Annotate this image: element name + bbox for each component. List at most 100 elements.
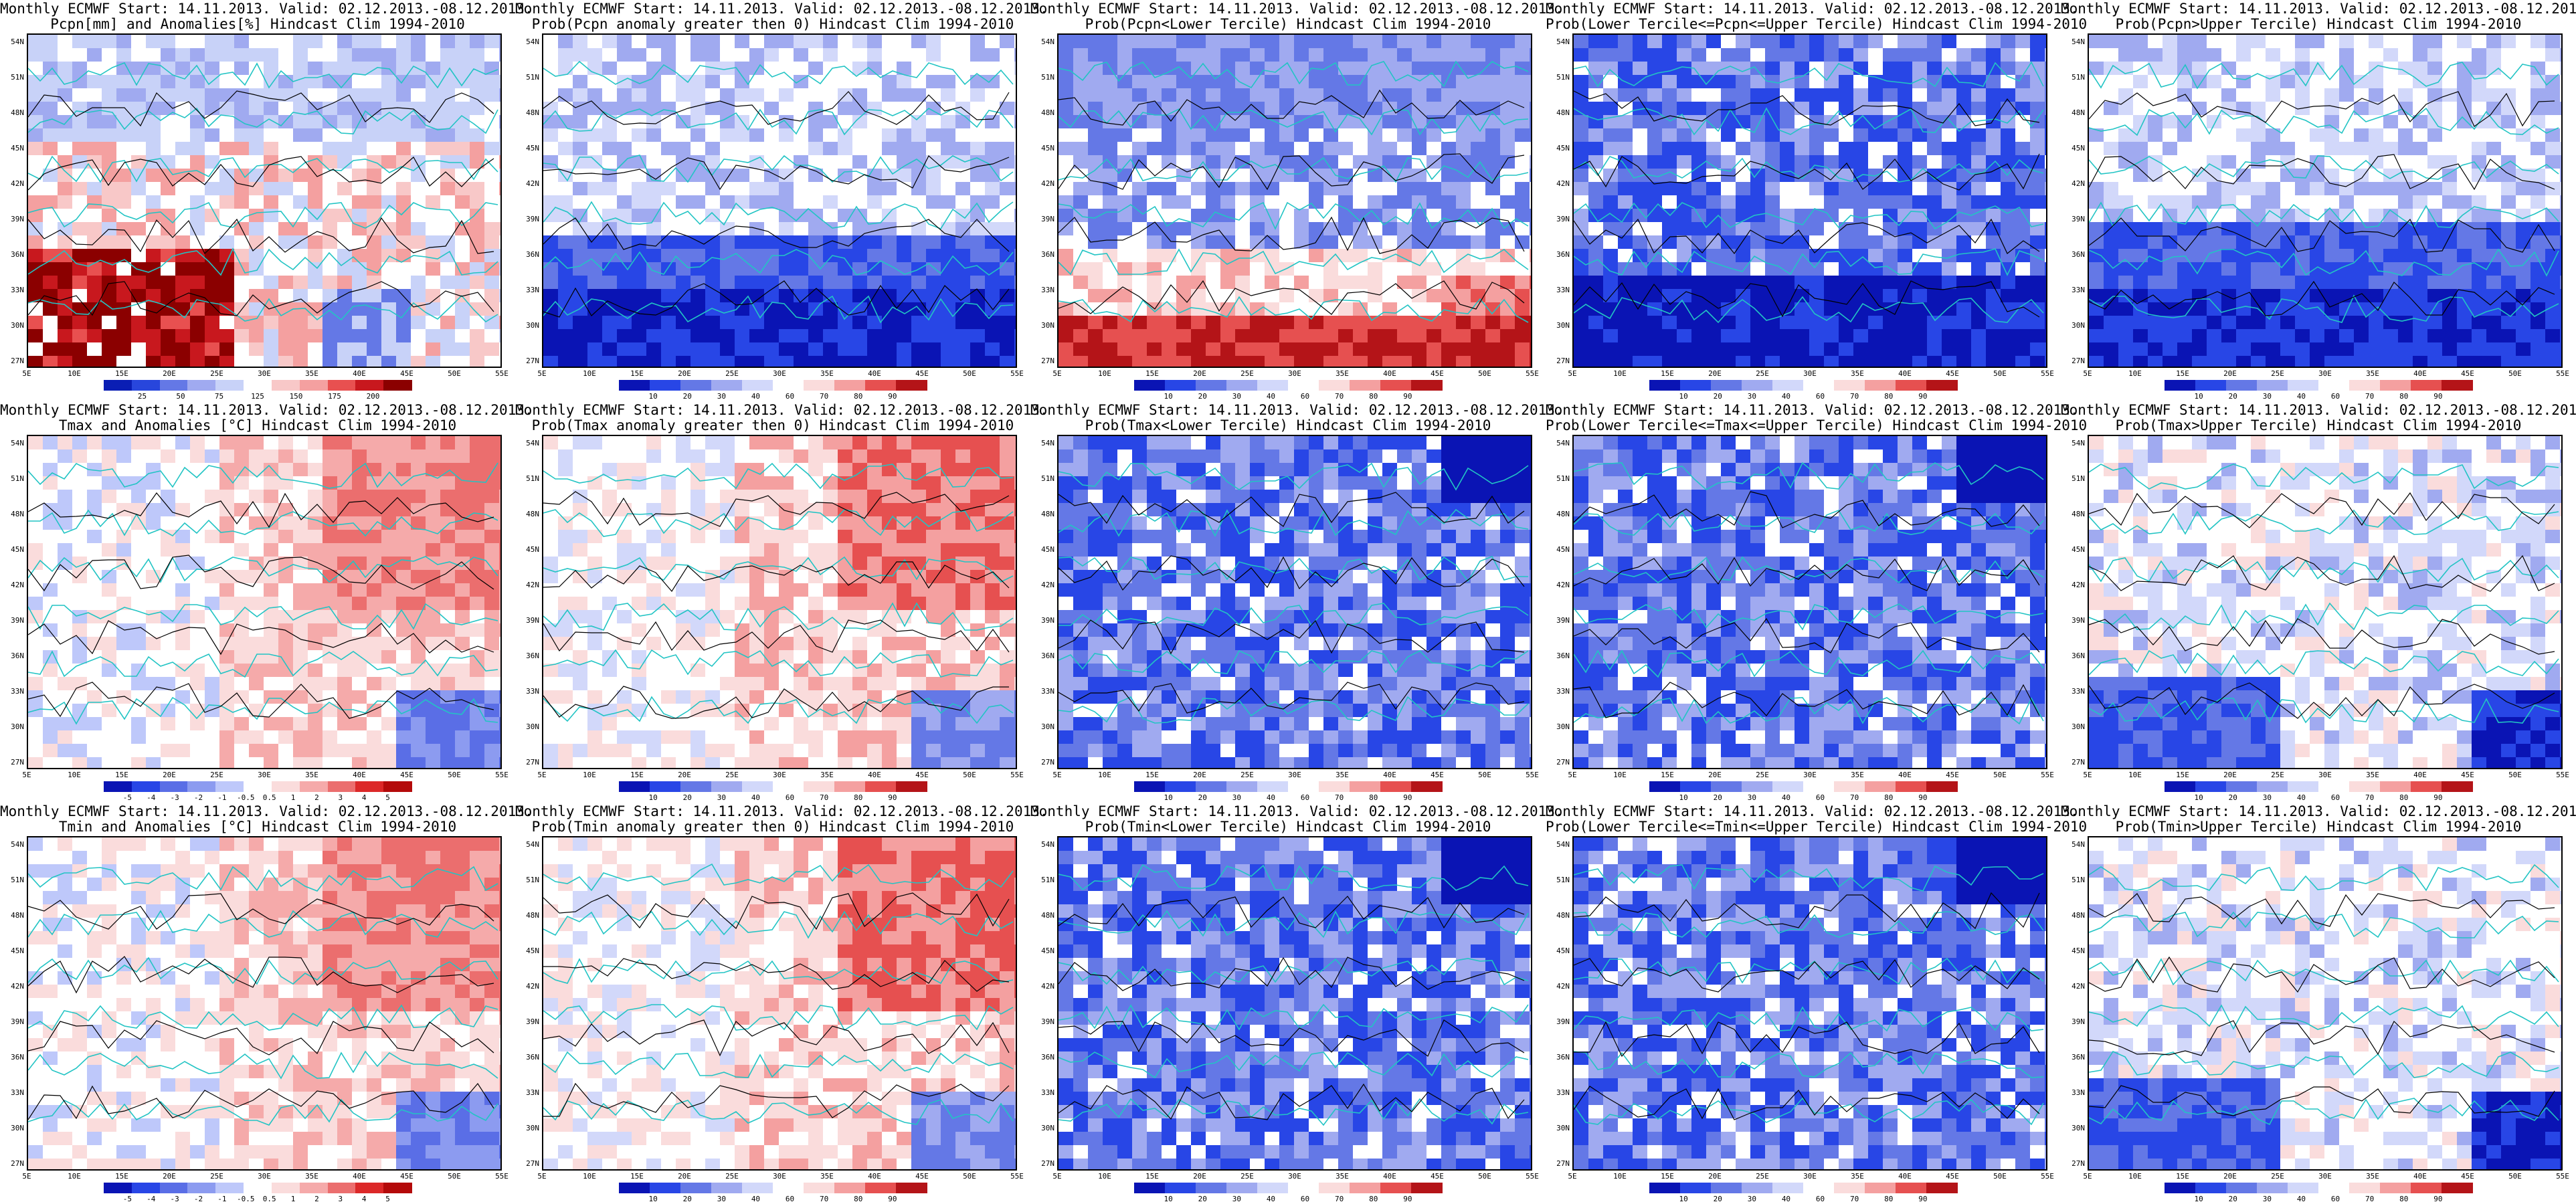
- field-cell: [2560, 195, 2561, 209]
- field-cell: [1353, 88, 1368, 102]
- field-cell: [426, 490, 441, 504]
- field-cell: [381, 597, 397, 611]
- field-cell: [2354, 169, 2369, 183]
- field-cell: [1853, 195, 1869, 209]
- field-cell: [2501, 222, 2516, 236]
- field-cell: [2545, 262, 2561, 276]
- field-cell: [705, 88, 721, 102]
- field-cell: [1839, 342, 1854, 357]
- field-cell: [352, 570, 367, 584]
- field-cell: [573, 342, 588, 357]
- field-cell: [1574, 302, 1589, 316]
- field-cell: [1250, 316, 1265, 330]
- field-cell: [1912, 356, 1928, 367]
- field-cell: [1971, 88, 1987, 102]
- field-cell: [293, 516, 308, 530]
- field-cell: [573, 262, 588, 276]
- field-cell: [661, 102, 676, 116]
- field-cell: [1059, 128, 1074, 142]
- field-cell: [1780, 302, 1795, 316]
- field-cell: [440, 88, 456, 102]
- field-cell: [1191, 329, 1206, 343]
- field-cell: [337, 356, 353, 367]
- field-cell: [2472, 35, 2487, 49]
- field-cell: [1206, 356, 1221, 367]
- colorbar-label: 20: [682, 392, 692, 401]
- field-cell: [823, 262, 838, 276]
- field-cell: [1412, 48, 1427, 62]
- field-cell: [2442, 182, 2458, 196]
- field-cell: [2280, 169, 2296, 183]
- field-cell: [264, 583, 279, 597]
- coastline: [1574, 107, 2044, 136]
- field-cell: [2383, 276, 2399, 290]
- map-panel: Monthly ECMWF Start: 14.11.2013. Valid: …: [1030, 0, 1564, 401]
- field-cell: [2472, 75, 2487, 89]
- field-cell: [1574, 88, 1589, 102]
- field-cell: [1883, 195, 1898, 209]
- field-cell: [2177, 195, 2193, 209]
- field-cell: [1294, 169, 1309, 183]
- field-cell: [1706, 142, 1722, 156]
- field-cell: [1279, 169, 1295, 183]
- field-cell: [219, 597, 235, 611]
- field-cell: [720, 342, 735, 357]
- field-cell: [352, 664, 367, 678]
- field-cell: [1927, 302, 1942, 316]
- field-cell: [676, 329, 691, 343]
- field-cell: [1912, 155, 1928, 169]
- field-cell: [1927, 329, 1942, 343]
- field-cell: [1191, 182, 1206, 196]
- field-cell: [2133, 316, 2148, 330]
- field-cell: [573, 316, 588, 330]
- field-cell: [308, 530, 323, 544]
- field-cell: [1485, 302, 1501, 316]
- lat-label: 42N: [1041, 179, 1054, 188]
- field-cell: [2045, 316, 2046, 330]
- field-cell: [1647, 155, 1663, 169]
- field-cell: [219, 342, 235, 357]
- colorbar-segment: [1288, 380, 1319, 391]
- field-cell: [1530, 276, 1531, 290]
- field-cell: [1912, 142, 1928, 156]
- field-cell: [2324, 329, 2340, 343]
- field-cell: [1942, 249, 1957, 263]
- field-cell: [411, 650, 426, 664]
- field-cell: [190, 235, 205, 249]
- field-cell: [808, 289, 824, 303]
- field-cell: [941, 128, 956, 142]
- field-cell: [838, 35, 853, 49]
- field-cell: [1780, 115, 1795, 129]
- field-cell: [161, 88, 176, 102]
- field-cell: [205, 436, 220, 450]
- field-cell: [1088, 102, 1103, 116]
- field-cell: [396, 557, 411, 571]
- field-cell: [1971, 209, 1987, 223]
- field-cell: [1898, 142, 1913, 156]
- field-cell: [2369, 182, 2384, 196]
- field-cell: [411, 597, 426, 611]
- field-cell: [2148, 182, 2163, 196]
- field-cell: [1176, 35, 1192, 49]
- field-cell: [1059, 249, 1074, 263]
- field-cell: [764, 88, 779, 102]
- field-cell: [2501, 142, 2516, 156]
- field-cell: [2251, 316, 2266, 330]
- field-cell: [116, 316, 132, 330]
- field-cell: [175, 557, 191, 571]
- field-cell: [1603, 48, 1619, 62]
- field-cell: [558, 209, 573, 223]
- field-cell: [337, 169, 353, 183]
- field-cell: [455, 302, 470, 316]
- field-cell: [2148, 48, 2163, 62]
- field-cell: [1839, 249, 1854, 263]
- field-cell: [2427, 62, 2443, 76]
- field-cell: [1662, 182, 1677, 196]
- field-cell: [2030, 128, 2045, 142]
- field-cell: [367, 342, 382, 357]
- field-cell: [2383, 222, 2399, 236]
- field-cell: [72, 75, 88, 89]
- field-cell: [823, 235, 838, 249]
- field-cell: [1117, 222, 1133, 236]
- field-cell: [1279, 316, 1295, 330]
